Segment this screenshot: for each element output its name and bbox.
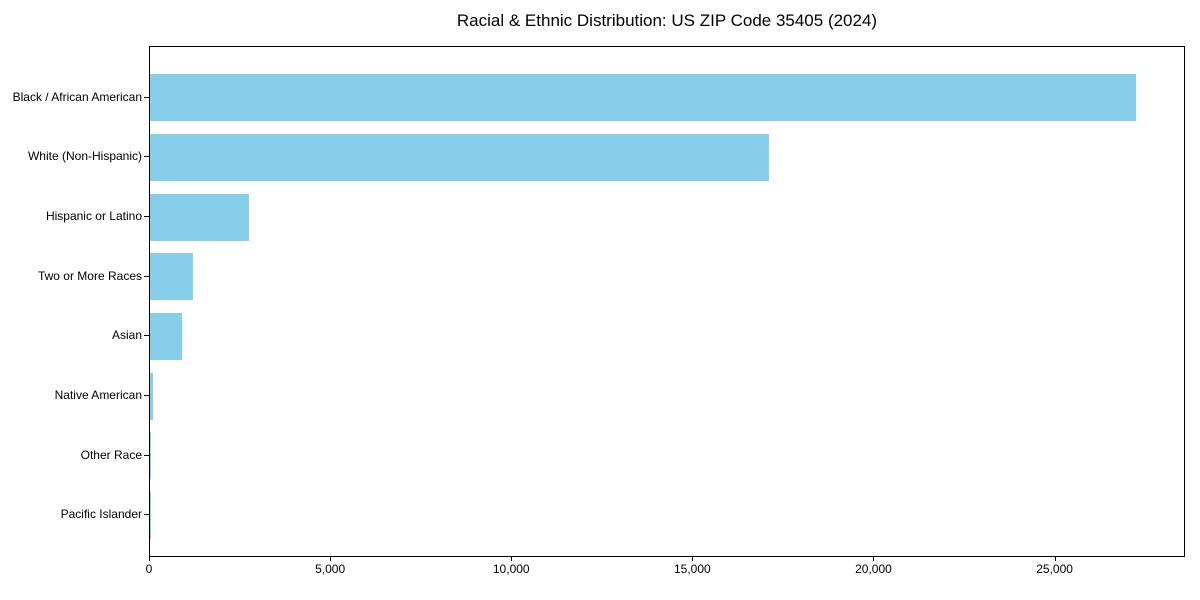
- y-axis-label: Asian: [111, 328, 142, 343]
- y-label-row: Black / African American: [0, 67, 142, 127]
- y-label-row: Pacific Islander: [0, 485, 142, 545]
- bar-hispanic-or-latino: [150, 193, 250, 241]
- x-axis-tick-label: 0: [145, 562, 153, 576]
- bar-two-or-more-races: [150, 253, 194, 301]
- x-axis-tick-label: 20,000: [855, 562, 892, 576]
- y-tick-mark: [144, 275, 149, 277]
- y-label-row: Hispanic or Latino: [0, 186, 142, 246]
- x-tick-mark: [873, 557, 875, 561]
- y-axis-labels: Black / African American White (Non-Hispa…: [0, 46, 142, 557]
- x-tick-mark: [511, 557, 513, 561]
- y-axis-label: White (Non-Hispanic): [27, 149, 142, 164]
- bar-row: [150, 187, 1184, 247]
- x-tick-mark: [330, 557, 332, 561]
- x-axis-tick-label: 10,000: [492, 562, 530, 576]
- y-label-row: Asian: [0, 306, 142, 366]
- bar-asian: [150, 312, 183, 360]
- x-axis-tick-label: 25,000: [1036, 562, 1073, 576]
- y-axis-label: Two or More Races: [37, 268, 142, 283]
- bar-black-african-american: [150, 74, 1137, 122]
- bar-other-race: [150, 432, 152, 480]
- bar-white-non-hispanic-: [150, 133, 769, 181]
- y-tick-mark: [144, 96, 149, 98]
- x-axis-tick-label: 5,000: [315, 562, 346, 576]
- y-tick-mark: [144, 454, 149, 456]
- bar-row: [150, 486, 1184, 546]
- x-tick-mark: [1054, 557, 1056, 561]
- y-tick-mark: [144, 156, 149, 158]
- bar-row: [150, 426, 1184, 486]
- y-axis-label: Native American: [54, 388, 142, 403]
- y-axis-label: Pacific Islander: [60, 507, 142, 522]
- y-label-row: White (Non-Hispanic): [0, 127, 142, 187]
- y-tick-mark: [144, 216, 149, 218]
- y-label-row: Other Race: [0, 425, 142, 485]
- plot-area: [149, 46, 1185, 557]
- y-tick-mark: [144, 335, 149, 337]
- chart-title: Racial & Ethnic Distribution: US ZIP Cod…: [456, 11, 878, 30]
- y-tick-mark: [144, 395, 149, 397]
- x-tick-mark: [692, 557, 694, 561]
- x-tick-mark: [149, 557, 150, 561]
- bar-row: [150, 366, 1184, 426]
- bar-row: [150, 128, 1184, 188]
- bar-native-american: [150, 372, 153, 420]
- y-axis-label: Hispanic or Latino: [45, 209, 142, 224]
- bar-row: [150, 307, 1184, 367]
- bar-row: [150, 247, 1184, 307]
- y-axis-label: Other Race: [80, 447, 142, 462]
- y-label-row: Two or More Races: [0, 246, 142, 306]
- y-tick-mark: [144, 514, 149, 516]
- y-label-row: Native American: [0, 365, 142, 425]
- y-axis-label: Black / African American: [12, 89, 142, 104]
- bar-row: [150, 68, 1184, 128]
- x-axis-tick-label: 15,000: [673, 562, 711, 576]
